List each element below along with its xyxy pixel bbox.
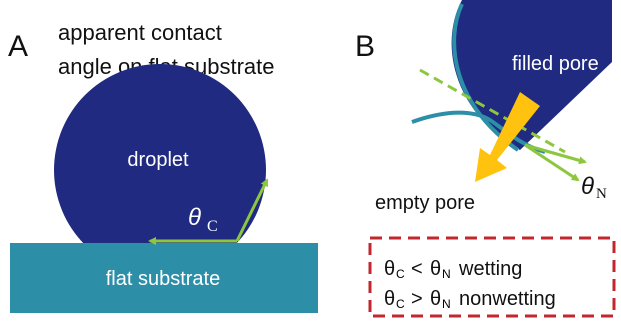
- operator: <: [411, 258, 423, 280]
- theta-sub: C: [396, 267, 405, 281]
- filled-label: filled pore: [512, 53, 599, 75]
- droplet-label: droplet: [127, 149, 189, 171]
- panel-label: B: [355, 30, 375, 63]
- substrate-label: flat substrate: [106, 268, 221, 290]
- theta: θ: [430, 288, 441, 310]
- theta-sub: N: [442, 267, 451, 281]
- angle: θ: [188, 204, 201, 231]
- theta: θ: [384, 288, 395, 310]
- angle: θ: [581, 173, 594, 200]
- panel-label: A: [8, 30, 28, 63]
- empty-label: empty pore: [375, 192, 475, 214]
- theta: θ: [384, 258, 395, 280]
- filled-pore: [452, 0, 612, 150]
- arrow: [525, 145, 578, 180]
- angle-sub: C: [207, 218, 218, 235]
- title-line: apparent contact: [58, 20, 222, 45]
- figure: A apparent contact angle on flat substra…: [0, 0, 621, 322]
- theta-sub: N: [442, 297, 451, 311]
- theta-sub: C: [396, 297, 405, 311]
- theta: θ: [430, 258, 441, 280]
- operator: >: [411, 288, 423, 310]
- arrow: [525, 145, 585, 162]
- row-label: wetting: [458, 258, 522, 280]
- angle-sub: N: [596, 186, 607, 202]
- row-label: nonwetting: [459, 288, 556, 310]
